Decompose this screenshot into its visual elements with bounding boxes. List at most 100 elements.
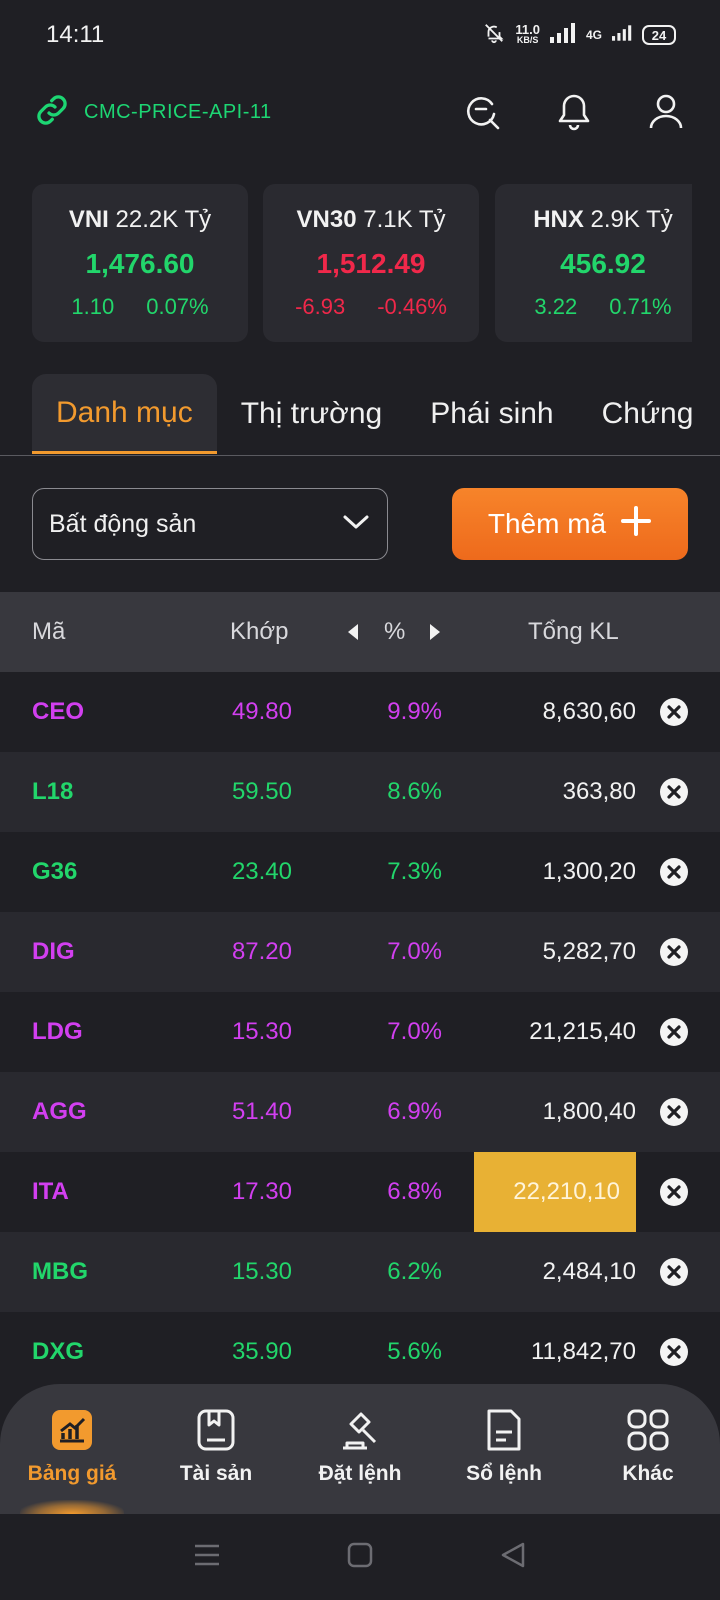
status-time: 14:11 (46, 21, 105, 48)
row-pct: 6.2% (387, 1258, 442, 1285)
status-icons: 11.0 KB/S 4G 24 (483, 22, 676, 49)
remove-icon[interactable] (658, 1232, 690, 1312)
nav-item-tai-san[interactable]: Tài sản (144, 1384, 288, 1514)
server-name[interactable]: CMC-PRICE-API-11 (84, 100, 272, 123)
row-pct: 8.6% (387, 778, 442, 805)
table-row[interactable]: MBG 15.30 6.2% 2,484,10 (0, 1232, 720, 1312)
remove-icon[interactable] (658, 912, 690, 992)
row-volume: 363,80 (562, 778, 636, 805)
row-price: 35.90 (231, 1338, 292, 1365)
watchlist-select-value: Bất động sản (49, 509, 197, 538)
battery-icon: 24 (642, 25, 676, 45)
menu-icon[interactable] (193, 1543, 221, 1572)
row-price: 23.40 (231, 858, 292, 885)
caret-right-icon[interactable] (428, 592, 442, 672)
app-header: CMC-PRICE-API-11 (0, 80, 720, 144)
chevron-down-icon (341, 510, 371, 539)
index-turnover: 7.1K Tỷ (363, 206, 446, 233)
signal-icon (549, 22, 576, 48)
home-icon[interactable] (347, 1542, 373, 1573)
index-value: 1,476.60 (85, 248, 195, 279)
nav-item-dat-lenh[interactable]: Đặt lệnh (288, 1384, 432, 1514)
table-row[interactable]: DIG 87.20 7.0% 5,282,70 (0, 912, 720, 992)
row-price: 15.30 (231, 1258, 292, 1285)
plus-icon (620, 505, 652, 544)
watchlist-select[interactable]: Bất động sản (32, 488, 388, 560)
index-card-hnx[interactable]: HNX 2.9K Tỷ 456.92 3.22 0.71% (495, 184, 692, 342)
index-change-pct: -0.46% (377, 294, 447, 319)
user-profile-icon[interactable] (646, 92, 686, 132)
caret-left-icon[interactable] (346, 592, 360, 672)
nav-label: Khác (622, 1462, 674, 1485)
column-header-pct[interactable]: % (384, 618, 406, 645)
nav-item-bang-gia[interactable]: Bảng giá (0, 1384, 144, 1514)
row-pct: 6.9% (387, 1098, 442, 1125)
row-volume: 1,800,40 (542, 1098, 636, 1125)
index-strip[interactable]: VNI 22.2K Tỷ 1,476.60 1.10 0.07% VN30 7.… (32, 184, 692, 342)
tab-phai-sinh[interactable]: Phái sinh (430, 397, 554, 430)
row-symbol[interactable]: DIG (32, 938, 75, 965)
row-pct: 5.6% (387, 1338, 442, 1365)
row-symbol[interactable]: CEO (32, 698, 85, 725)
index-card-vni[interactable]: VNI 22.2K Tỷ 1,476.60 1.10 0.07% (32, 184, 248, 342)
wallet-icon (194, 1408, 238, 1452)
row-volume: 8,630,60 (542, 698, 636, 725)
index-change-pct: 0.71% (609, 294, 672, 319)
column-header-price[interactable]: Khớp (230, 618, 289, 645)
add-symbol-button[interactable]: Thêm mã (452, 488, 688, 560)
tab-chung[interactable]: Chứng (601, 397, 694, 430)
index-name: VNI (68, 206, 109, 233)
remove-icon[interactable] (658, 752, 690, 832)
column-header-symbol[interactable]: Mã (32, 618, 66, 645)
row-symbol[interactable]: DXG (32, 1338, 85, 1365)
remove-icon[interactable] (658, 992, 690, 1072)
row-price: 87.20 (231, 938, 292, 965)
row-volume: 22,210,10 (474, 1152, 636, 1232)
table-row[interactable]: DXG 35.90 5.6% 11,842,70 (0, 1312, 720, 1392)
row-symbol[interactable]: ITA (32, 1178, 69, 1205)
table-row[interactable]: ITA 17.30 6.8% 22,210,10 (0, 1152, 720, 1232)
filter-row: Bất động sản Thêm mã (32, 488, 688, 560)
remove-icon[interactable] (658, 1152, 690, 1232)
remove-icon[interactable] (658, 1312, 690, 1392)
row-price: 59.50 (231, 778, 292, 805)
nav-label: Bảng giá (27, 1462, 117, 1485)
notification-bell-icon[interactable] (554, 92, 594, 132)
row-price: 51.40 (231, 1098, 292, 1125)
table-row[interactable]: LDG 15.30 7.0% 21,215,40 (0, 992, 720, 1072)
index-turnover: 22.2K Tỷ (115, 206, 212, 233)
remove-icon[interactable] (658, 672, 690, 752)
row-symbol[interactable]: L18 (32, 778, 74, 805)
column-header-volume[interactable]: Tổng KL (528, 618, 619, 645)
nav-item-khac[interactable]: Khác (576, 1384, 720, 1514)
row-symbol[interactable]: MBG (32, 1258, 88, 1285)
index-change: 1.10 (71, 294, 115, 319)
tab-danh-muc[interactable]: Danh mục (32, 374, 217, 454)
table-row[interactable]: G36 23.40 7.3% 1,300,20 (0, 832, 720, 912)
row-volume: 2,484,10 (542, 1258, 636, 1285)
row-pct: 7.0% (387, 1018, 442, 1045)
table-row[interactable]: CEO 49.80 9.9% 8,630,60 (0, 672, 720, 752)
index-turnover: 2.9K Tỷ (590, 206, 673, 233)
row-symbol[interactable]: AGG (32, 1098, 87, 1125)
table-row[interactable]: L18 59.50 8.6% 363,80 (0, 752, 720, 832)
index-value: 1,512.49 (316, 248, 426, 279)
tab-thi-truong[interactable]: Thị trường (240, 397, 383, 430)
nav-item-so-lenh[interactable]: Sổ lệnh (432, 1384, 576, 1514)
row-price: 15.30 (231, 1018, 292, 1045)
row-symbol[interactable]: LDG (32, 1018, 83, 1045)
index-card-vn30[interactable]: VN30 7.1K Tỷ 1,512.49 -6.93 -0.46% (263, 184, 479, 342)
table-row[interactable]: AGG 51.40 6.9% 1,800,40 (0, 1072, 720, 1152)
table-header: Mã Khớp % Tổng KL (0, 592, 720, 672)
back-icon[interactable] (499, 1541, 527, 1574)
row-volume: 21,215,40 (529, 1018, 636, 1045)
index-name: VN30 (296, 206, 357, 233)
remove-icon[interactable] (658, 1072, 690, 1152)
row-pct: 9.9% (387, 698, 442, 725)
nav-label: Đặt lệnh (318, 1462, 402, 1485)
row-volume: 11,842,70 (531, 1338, 636, 1365)
remove-icon[interactable] (658, 832, 690, 912)
search-history-icon[interactable] (462, 92, 502, 132)
row-symbol[interactable]: G36 (32, 858, 78, 885)
row-volume: 1,300,20 (542, 858, 636, 885)
